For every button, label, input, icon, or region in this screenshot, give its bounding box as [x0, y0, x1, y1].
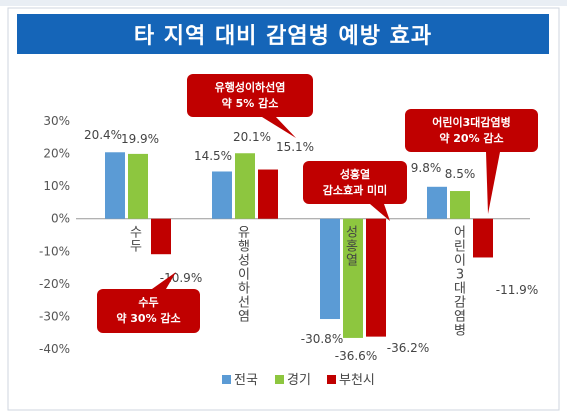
- callout-pointer: [486, 152, 500, 214]
- legend-label-전국: 전국: [234, 373, 258, 388]
- data-label: 9.8%: [411, 161, 442, 175]
- callout-text: 감소효과 미미: [323, 183, 388, 197]
- callout-box: [303, 161, 407, 204]
- data-label: 15.1%: [276, 140, 314, 154]
- bar-부천시-2: [258, 169, 278, 219]
- bar-전국-2: [212, 171, 232, 219]
- data-label: -36.6%: [335, 349, 377, 363]
- bar-경기-2: [235, 153, 255, 219]
- y-tick-label: -10%: [39, 244, 70, 258]
- bar-경기-1: [128, 153, 148, 219]
- bar-부천시-3: [366, 218, 386, 337]
- bar-경기-4: [450, 191, 470, 219]
- data-label: -11.9%: [496, 283, 538, 297]
- data-label: 20.1%: [233, 130, 271, 144]
- data-label: 19.9%: [121, 132, 159, 146]
- bar-전국-1: [105, 152, 125, 219]
- legend-swatch-전국: [222, 375, 231, 384]
- legend-swatch-부천시: [327, 375, 336, 384]
- callout-text: 성홍열: [340, 167, 370, 181]
- bar-경기-3: [343, 218, 363, 338]
- callout-box: [405, 109, 538, 152]
- y-tick-label: -20%: [39, 277, 70, 291]
- top-divider: [0, 0, 567, 6]
- y-tick-label: 20%: [43, 147, 70, 161]
- bar-부천시-1: [151, 218, 171, 255]
- legend-swatch-경기: [275, 375, 284, 384]
- callout-box: [187, 74, 313, 117]
- y-tick-label: -40%: [39, 342, 70, 356]
- callout-pointer: [370, 204, 390, 221]
- callout-text: 유행성이하선염: [215, 80, 286, 94]
- data-label: -30.8%: [301, 332, 343, 346]
- y-tick-label: -30%: [39, 309, 70, 323]
- callout-pointer: [262, 117, 296, 138]
- bar-부천시-4: [473, 218, 493, 258]
- data-label: 8.5%: [445, 167, 476, 181]
- callout-text: 어린이3대감염병: [432, 115, 511, 129]
- chart-title: 타 지역 대비 감염병 예방 효과: [17, 14, 549, 54]
- bar-전국-4: [427, 186, 447, 219]
- y-tick-label: 0%: [51, 212, 70, 226]
- legend-label-부천시: 부천시: [339, 373, 375, 388]
- callout-text: 약 20% 감소: [439, 131, 503, 145]
- legend-label-경기: 경기: [287, 373, 311, 388]
- callout-pointer: [152, 272, 176, 289]
- data-label: 20.4%: [84, 128, 122, 142]
- callout-text: 약 30% 감소: [116, 311, 180, 325]
- callout-text: 수두: [138, 296, 158, 309]
- callout-text: 약 5% 감소: [222, 96, 279, 110]
- callout-box: [97, 289, 200, 333]
- bar-전국-3: [320, 218, 340, 320]
- data-label: 14.5%: [194, 149, 232, 163]
- y-tick-label: 10%: [43, 179, 70, 193]
- y-tick-label: 30%: [43, 114, 70, 128]
- data-label: -36.2%: [387, 341, 429, 355]
- chart-frame: [7, 7, 560, 411]
